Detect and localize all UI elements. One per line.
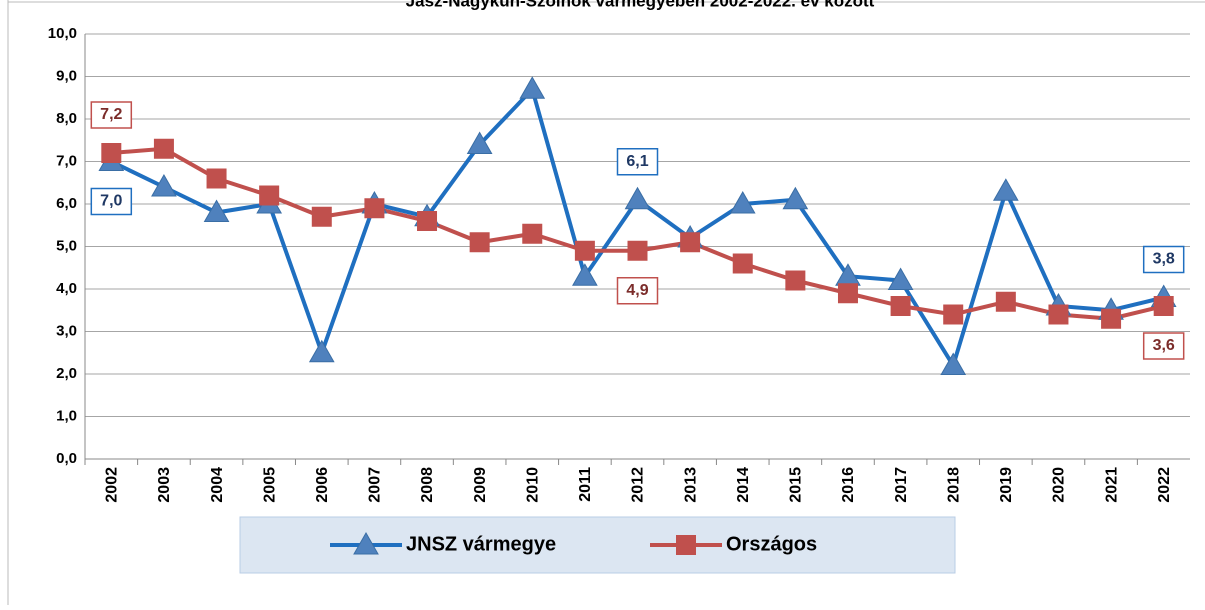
x-tick-label: 2018	[945, 467, 962, 503]
legend-label: JNSZ vármegye	[406, 533, 556, 555]
marker	[943, 304, 964, 325]
marker	[680, 232, 701, 253]
data-label-box	[1142, 245, 1185, 274]
x-tick-label: 2017	[893, 467, 910, 503]
data-label-box	[616, 277, 659, 305]
marker	[522, 223, 543, 244]
x-tick-label: 2022	[1156, 467, 1173, 503]
marker	[364, 198, 385, 219]
marker	[785, 270, 806, 291]
data-label: 7,0	[100, 193, 122, 210]
marker	[729, 190, 756, 214]
x-tick-label: 2005	[261, 467, 278, 503]
marker	[940, 352, 967, 375]
marker	[782, 186, 809, 210]
marker	[519, 76, 546, 99]
marker	[1153, 296, 1174, 316]
marker	[153, 138, 174, 159]
data-label: 6,1	[626, 153, 648, 170]
x-tick-label: 2011	[577, 467, 594, 502]
x-tick-label: 2020	[1051, 467, 1068, 503]
data-label-box	[90, 187, 133, 216]
x-tick-label: 2012	[630, 467, 647, 503]
x-tick-label: 2006	[314, 467, 331, 503]
y-tick-label: 8,0	[56, 110, 77, 127]
legend-label: Országos	[726, 533, 817, 555]
data-label: 7,2	[100, 106, 122, 123]
marker	[1048, 304, 1069, 325]
data-label: 3,8	[1153, 251, 1175, 268]
x-tick-label: 2009	[472, 467, 489, 503]
marker	[417, 211, 438, 231]
marker	[572, 263, 598, 286]
y-tick-label: 10,0	[48, 25, 77, 42]
series-line	[110, 85, 1165, 371]
marker	[151, 173, 177, 197]
y-tick-label: 9,0	[56, 67, 77, 84]
marker	[101, 143, 122, 163]
data-label-box	[90, 101, 133, 129]
x-tick-label: 2014	[735, 467, 752, 503]
x-tick-label: 2003	[156, 467, 173, 503]
marker	[732, 253, 753, 274]
y-tick-label: 7,0	[56, 152, 77, 169]
x-tick-label: 2013	[682, 467, 699, 503]
x-tick-label: 2007	[367, 467, 384, 503]
chart-title: Jász-Nagykun-Szolnok vármegyében 2002-20…	[406, 0, 875, 10]
marker	[676, 535, 696, 555]
marker	[992, 178, 1019, 201]
x-tick-label: 2015	[788, 467, 805, 503]
marker	[890, 296, 911, 316]
x-tick-label: 2019	[998, 467, 1015, 503]
marker	[1101, 308, 1122, 329]
marker	[466, 131, 493, 154]
y-tick-label: 2,0	[56, 365, 77, 382]
data-label-box	[616, 148, 659, 176]
x-tick-label: 2004	[209, 467, 226, 503]
marker	[206, 168, 227, 189]
x-tick-label: 2008	[419, 467, 436, 503]
x-tick-label: 2010	[524, 467, 541, 503]
y-tick-label: 5,0	[56, 237, 77, 254]
marker	[308, 339, 335, 363]
x-tick-label: 2016	[840, 467, 857, 503]
marker	[837, 283, 858, 304]
marker	[311, 206, 332, 227]
marker	[353, 531, 379, 555]
data-label: 3,6	[1153, 337, 1175, 354]
marker	[627, 240, 648, 261]
y-tick-label: 3,0	[56, 322, 77, 339]
y-tick-label: 0,0	[56, 450, 77, 467]
marker	[574, 240, 595, 261]
x-tick-label: 2021	[1103, 467, 1120, 503]
data-label: 4,9	[626, 282, 648, 299]
data-label-box	[1142, 332, 1185, 360]
marker	[259, 185, 280, 206]
marker	[887, 267, 914, 290]
x-tick-label: 2002	[104, 467, 121, 503]
marker	[995, 291, 1016, 312]
marker	[203, 199, 230, 222]
y-tick-label: 6,0	[56, 195, 77, 212]
y-tick-label: 4,0	[56, 280, 77, 297]
marker	[469, 232, 490, 253]
marker	[624, 186, 651, 210]
y-tick-label: 1,0	[56, 407, 77, 424]
